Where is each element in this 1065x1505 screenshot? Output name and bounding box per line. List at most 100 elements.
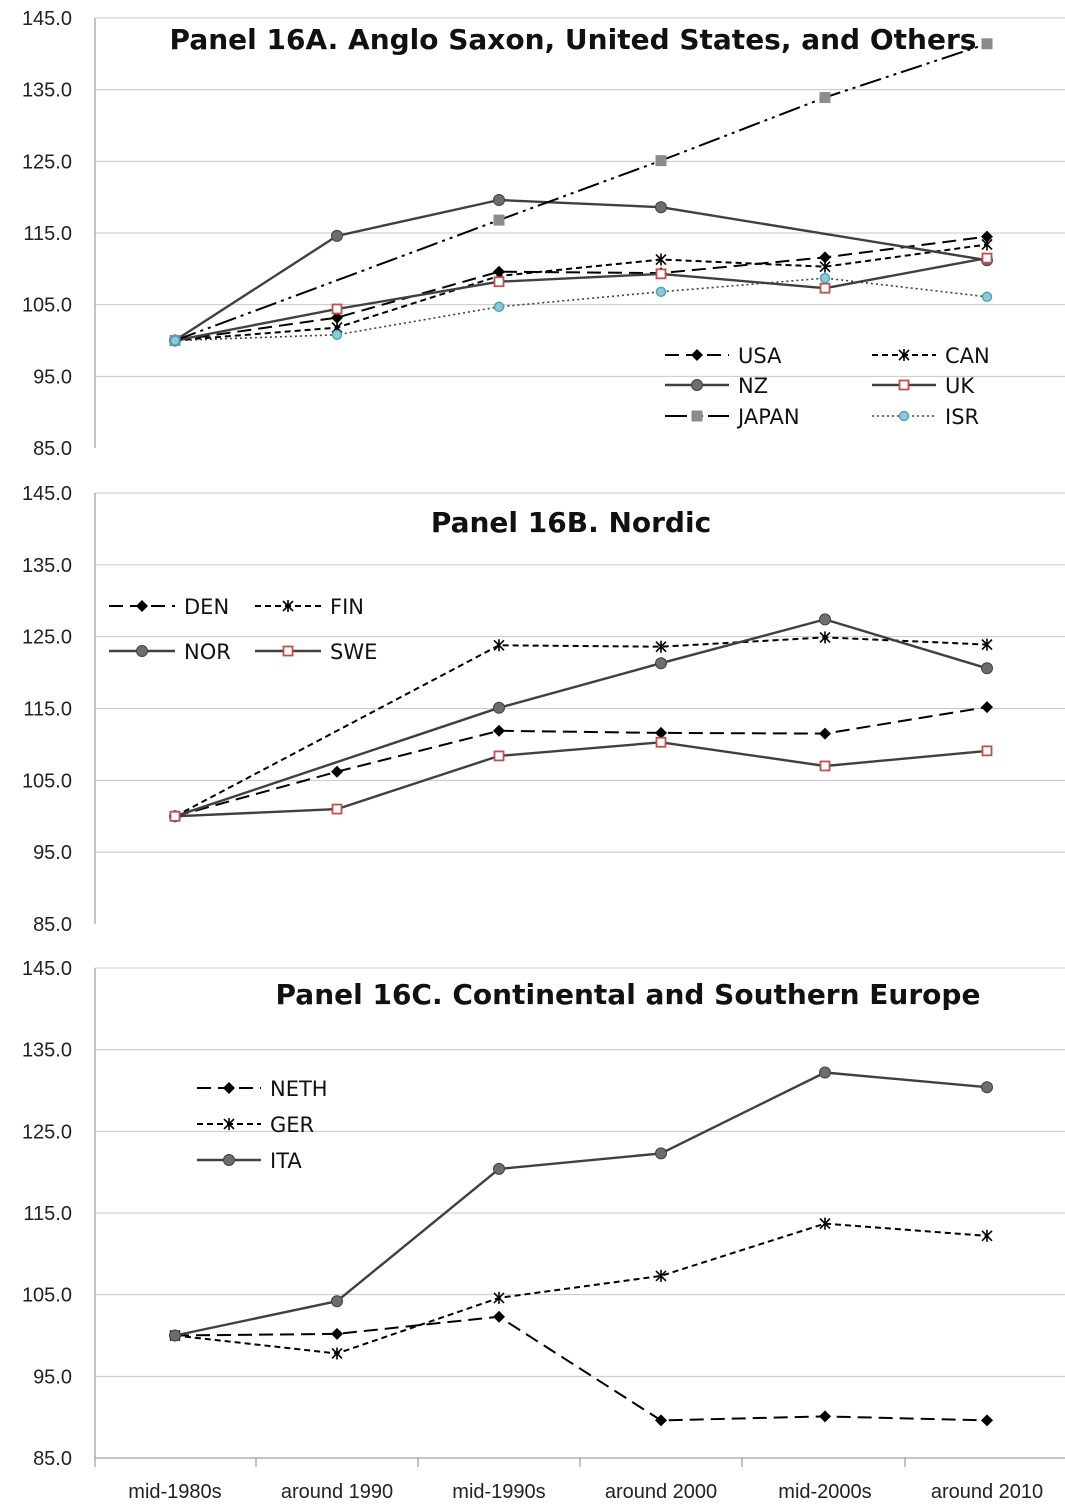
data-point-ger [819, 1217, 831, 1230]
legend-item-ita: ITA [197, 1149, 302, 1173]
legend-marker [282, 645, 294, 657]
data-point-den [331, 765, 343, 778]
x-tick-label: around 1990 [281, 1481, 393, 1503]
legend-label: ITA [270, 1149, 302, 1173]
legend-marker [691, 410, 703, 422]
data-point-uk [655, 268, 667, 280]
legend-marker [223, 1082, 235, 1094]
data-point-den [819, 727, 831, 740]
series-line-fin [174, 636, 988, 818]
series-line-usa [174, 235, 988, 342]
y-tick-label: 105.0 [22, 1285, 72, 1307]
legend-marker [898, 379, 910, 391]
series-neth [169, 1310, 993, 1427]
legend: USA CAN NZ UK JAPAN ISR [665, 344, 990, 429]
data-point-neth [331, 1327, 343, 1340]
data-point-ger [331, 1347, 343, 1360]
data-point-isr [169, 335, 181, 346]
legend-label: DEN [184, 595, 229, 619]
data-point-usa [331, 311, 343, 324]
legend-marker [223, 1118, 235, 1130]
legend-item-swe: SWE [255, 640, 377, 664]
legend-marker [223, 1154, 235, 1166]
series-line-nz [174, 198, 988, 342]
chart-panel-3: 85.0 95.0 105.0 115.0 125.0 135.0 145.0 mid-198… [22, 958, 1065, 1503]
legend-item-den: DEN [109, 595, 229, 619]
data-point-swe [981, 745, 993, 757]
legend-marker [136, 645, 148, 657]
series-ger [169, 1217, 993, 1360]
y-tick-label: 95.0 [33, 1366, 72, 1388]
data-point-neth [981, 1414, 993, 1427]
y-tick-label: 95.0 [33, 842, 72, 864]
data-point-isr [981, 291, 993, 302]
legend-item-japan: JAPAN [665, 405, 800, 429]
data-point-isr [493, 301, 505, 313]
data-point-swe [493, 750, 505, 762]
data-point-can [819, 260, 831, 273]
series-line-ger [174, 1222, 988, 1355]
x-tick-label: mid-1980s [128, 1481, 221, 1503]
data-point-usa [819, 251, 831, 264]
data-point-ita [655, 1147, 667, 1160]
data-point-ger [981, 1229, 993, 1242]
legend: NETH GER ITA [197, 1077, 328, 1173]
data-point-uk [981, 252, 993, 264]
data-point-nor [493, 701, 505, 714]
y-tick-label: 115.0 [23, 699, 72, 721]
data-point-nor [655, 657, 667, 670]
y-tick-label: 125.0 [22, 1121, 72, 1143]
y-tick-label: 145.0 [22, 483, 72, 505]
legend-marker [136, 600, 148, 612]
legend-label: GER [270, 1113, 314, 1137]
legend-item-neth: NETH [197, 1077, 328, 1101]
chart-panel-1: 85.0 95.0 105.0 115.0 125.0 135.0 145.0 Panel 1… [22, 8, 1065, 460]
data-point-den [493, 724, 505, 737]
data-point-swe [655, 736, 667, 748]
series-line-ita [174, 1071, 988, 1337]
panel-title: Panel 16C. Continental and Southern Euro… [276, 978, 981, 1011]
series-swe [169, 736, 993, 822]
data-point-fin [819, 631, 831, 644]
series-line-swe [174, 741, 988, 818]
series-can [169, 238, 993, 347]
data-point-neth [493, 1310, 505, 1323]
data-point-ita [493, 1162, 505, 1175]
y-tick-label: 135.0 [22, 80, 72, 102]
data-point-den [655, 726, 667, 739]
data-point-fin [493, 639, 505, 652]
data-point-den [981, 701, 993, 714]
data-point-fin [655, 640, 667, 653]
data-point-can [655, 253, 667, 266]
legend-marker [691, 349, 703, 361]
y-tick-label: 135.0 [22, 555, 72, 577]
y-tick-label: 85.0 [33, 438, 72, 460]
panel-title: Panel 16B. Nordic [431, 506, 711, 539]
y-tick-label: 135.0 [22, 1040, 72, 1062]
y-tick-label: 145.0 [22, 8, 72, 30]
legend-item-uk: UK [872, 374, 975, 398]
legend-label: FIN [330, 595, 364, 619]
y-tick-label: 115.0 [23, 223, 72, 245]
legend-item-usa: USA [665, 344, 782, 368]
data-point-nz [655, 201, 667, 214]
legend-label: CAN [945, 344, 990, 368]
data-point-swe [169, 810, 181, 822]
legend-label: NOR [184, 640, 231, 664]
y-tick-label: 85.0 [33, 914, 72, 936]
legend-label: UK [945, 374, 975, 398]
legend-item-fin: FIN [255, 595, 364, 619]
legend-label: JAPAN [736, 405, 800, 429]
data-point-japan [655, 155, 667, 167]
x-tick-label: around 2010 [931, 1481, 1043, 1503]
legend-marker [691, 379, 703, 391]
series-line-isr [174, 277, 988, 342]
data-point-isr [331, 329, 343, 340]
series-line-neth [174, 1315, 988, 1422]
legend: DEN FIN NOR SWE [109, 595, 377, 664]
series-line-nor [174, 618, 988, 818]
data-point-fin [981, 638, 993, 651]
data-point-ita [331, 1295, 343, 1308]
legend-label: NZ [738, 374, 768, 398]
